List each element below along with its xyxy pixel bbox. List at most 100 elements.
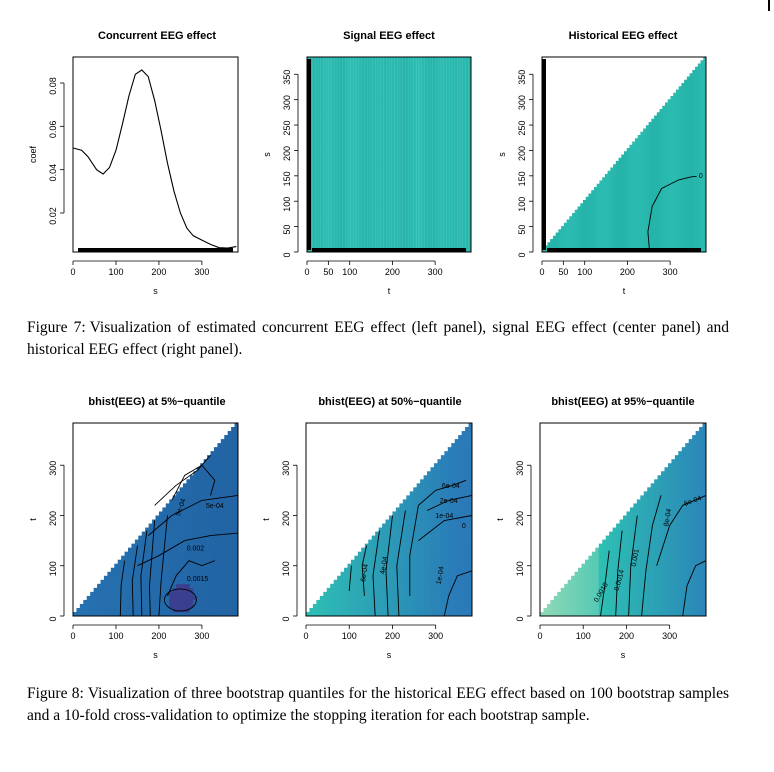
heat-cell xyxy=(361,216,365,220)
heat-cell xyxy=(372,76,376,81)
heat-cell xyxy=(328,226,332,230)
heat-cell xyxy=(380,174,384,178)
heat-cell xyxy=(375,154,379,159)
heat-cell xyxy=(342,63,346,68)
heat-cell xyxy=(348,57,352,61)
heat-cell xyxy=(673,245,677,250)
heat-cell xyxy=(378,105,382,110)
heat-cell xyxy=(389,239,393,243)
heat-cell xyxy=(315,167,319,172)
heat-cell xyxy=(326,102,330,107)
heat-cell xyxy=(432,57,436,61)
heat-cell xyxy=(410,229,414,233)
heat-cell xyxy=(615,213,619,217)
heat-cell xyxy=(419,148,423,152)
heat-cell xyxy=(380,73,384,77)
heat-cell xyxy=(454,177,458,181)
heat-cell xyxy=(462,164,466,168)
heat-cell xyxy=(383,63,387,68)
heat-cell xyxy=(640,193,644,198)
heat-cell xyxy=(399,135,404,139)
heat-cell xyxy=(334,73,338,77)
heat-cell xyxy=(383,235,387,240)
chart-title: Signal EEG effect xyxy=(343,30,435,42)
heat-cell xyxy=(361,239,365,243)
heat-cell xyxy=(632,180,636,185)
heat-cell xyxy=(670,138,674,142)
heat-cell xyxy=(339,109,343,113)
heat-cell xyxy=(331,112,335,116)
heat-cell xyxy=(356,206,360,211)
heat-cell xyxy=(656,174,660,178)
heat-cell xyxy=(446,63,450,68)
heat-cell xyxy=(465,187,469,191)
heat-cell xyxy=(591,232,595,237)
heat-cell xyxy=(599,180,603,185)
heat-cell xyxy=(665,131,669,136)
heat-cell xyxy=(468,83,472,87)
heat-cell xyxy=(399,235,404,240)
heat-cell xyxy=(583,209,587,214)
heat-cell xyxy=(419,213,423,217)
heat-cell xyxy=(552,242,557,246)
heat-cell xyxy=(667,235,671,240)
heat-cell xyxy=(356,183,360,188)
heat-cell xyxy=(320,79,324,84)
heat-cell xyxy=(402,148,406,152)
heat-cell xyxy=(369,63,373,68)
heat-cell xyxy=(421,209,425,214)
heat-cell xyxy=(624,245,628,250)
heat-cell xyxy=(367,57,371,61)
heat-cell xyxy=(468,232,472,237)
heat-cell xyxy=(651,154,655,159)
heat-cell xyxy=(651,190,655,194)
heat-cell xyxy=(389,63,393,68)
heat-cell xyxy=(654,170,658,175)
heat-cell xyxy=(339,125,343,129)
heat-cell xyxy=(389,229,393,233)
heat-cell xyxy=(585,245,589,250)
heat-cell xyxy=(408,89,412,94)
heat-cell xyxy=(416,70,420,74)
heat-cell xyxy=(438,73,442,77)
heat-cell xyxy=(446,89,450,94)
heat-cell xyxy=(449,135,453,139)
heat-cell xyxy=(405,63,409,68)
heat-cell xyxy=(465,109,469,113)
heat-cell xyxy=(315,89,319,94)
heat-cell xyxy=(610,180,614,185)
heat-cell xyxy=(662,200,666,204)
heat-cell xyxy=(593,200,598,204)
heat-cell xyxy=(460,203,464,207)
heat-cell xyxy=(577,239,581,243)
heat-cell xyxy=(583,219,587,224)
heat-cell xyxy=(339,154,343,159)
heat-cell xyxy=(446,206,450,211)
heat-cell xyxy=(348,135,352,139)
heat-cell xyxy=(315,70,319,74)
heat-cell xyxy=(399,115,404,120)
heat-cell xyxy=(397,99,401,103)
heat-cell xyxy=(312,148,316,152)
heat-cell xyxy=(309,135,313,139)
heat-cell xyxy=(460,131,464,136)
heat-cell xyxy=(397,235,401,240)
heat-cell xyxy=(430,206,434,211)
heat-cell xyxy=(449,128,453,133)
heat-cell xyxy=(361,109,365,113)
heat-cell xyxy=(662,203,666,207)
heat-cell xyxy=(675,99,680,103)
heat-cell xyxy=(320,118,324,123)
heat-cell xyxy=(361,203,365,207)
heat-cell xyxy=(405,190,409,194)
heat-cell xyxy=(345,216,349,220)
heat-cell xyxy=(468,138,472,142)
heat-cell xyxy=(665,193,669,198)
heat-cell xyxy=(339,232,343,237)
heat-cell xyxy=(405,154,409,159)
heat-cell xyxy=(446,167,450,172)
heat-cell xyxy=(386,177,390,181)
heat-cell xyxy=(309,157,313,162)
heat-cell xyxy=(588,203,592,207)
heat-cell xyxy=(309,193,313,198)
